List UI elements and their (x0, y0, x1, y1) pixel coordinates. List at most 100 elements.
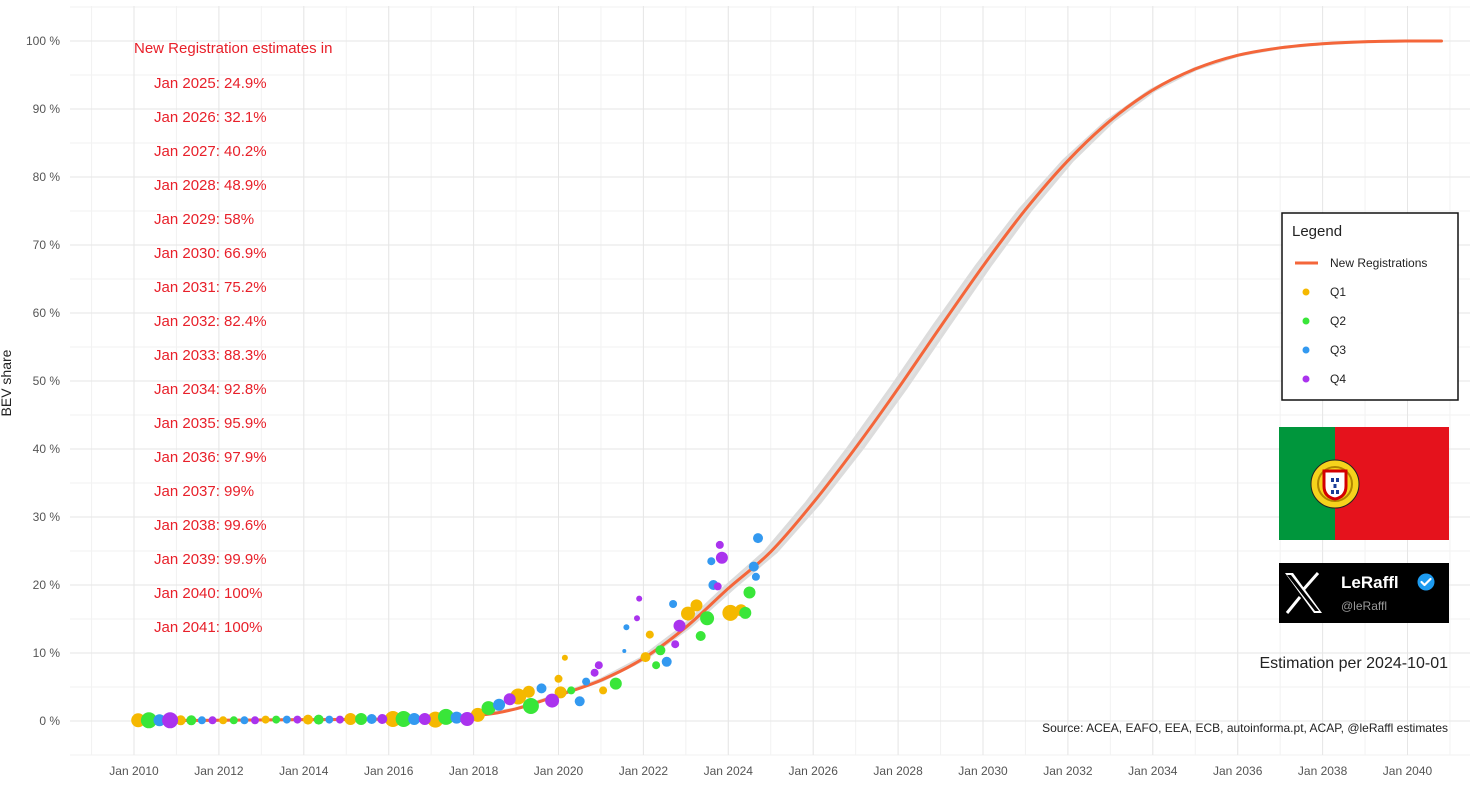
point-q2 (700, 611, 715, 626)
point-q3 (748, 561, 759, 572)
point-q3 (536, 683, 547, 694)
point-q4 (418, 713, 431, 725)
x-tick-label: Jan 2036 (1213, 764, 1263, 778)
flag-quina (1336, 478, 1339, 482)
legend-point-swatch (1302, 317, 1310, 325)
estimation-date: Estimation per 2024-10-01 (1259, 655, 1448, 672)
point-q1 (219, 716, 228, 725)
x-tick-label: Jan 2012 (194, 764, 244, 778)
legend-entry-label: Q3 (1330, 343, 1346, 357)
point-q3 (493, 698, 506, 711)
scatter-points (131, 533, 763, 729)
point-q1 (722, 604, 739, 621)
point-q3 (574, 696, 585, 707)
point-q2 (609, 677, 622, 690)
point-q4 (293, 715, 302, 724)
legend-entry-label: Q4 (1330, 372, 1346, 386)
point-q1 (681, 606, 695, 621)
point-q1 (470, 707, 485, 722)
point-q4 (713, 582, 722, 591)
point-q1 (131, 713, 146, 728)
y-tick-label: 70 % (33, 238, 61, 252)
author-badge: LeRaffl @leRaffl (1279, 563, 1449, 623)
point-q2 (739, 606, 752, 619)
y-tick-label: 60 % (33, 306, 61, 320)
y-tick-label: 100 % (26, 34, 60, 48)
x-tick-label: Jan 2022 (619, 764, 669, 778)
legend-entries: New Registrations Q1 Q2 Q3 Q4 (1295, 256, 1427, 386)
estimate-line: Jan 2040: 100% (154, 585, 262, 602)
x-tick-label: Jan 2032 (1043, 764, 1093, 778)
y-tick-label: 20 % (33, 578, 61, 592)
point-q4 (673, 619, 686, 632)
point-q3 (450, 711, 463, 724)
point-q3 (408, 713, 421, 725)
y-tick-label: 40 % (33, 442, 61, 456)
estimate-line: Jan 2041: 100% (154, 619, 262, 636)
x-tick-label: Jan 2038 (1298, 764, 1348, 778)
point-q1 (522, 685, 535, 698)
legend-entry-label: New Registrations (1330, 256, 1427, 270)
point-q3 (582, 677, 591, 686)
point-q1 (261, 715, 270, 724)
y-axis-label: BEV share (0, 349, 14, 416)
point-q3 (623, 624, 630, 631)
point-q3 (622, 649, 627, 653)
estimate-line: Jan 2031: 75.2% (154, 279, 267, 296)
y-tick-label: 10 % (33, 646, 61, 660)
point-q4 (503, 693, 516, 706)
point-q4 (545, 693, 560, 708)
estimate-line: Jan 2033: 88.3% (154, 347, 267, 364)
estimate-line: Jan 2035: 95.9% (154, 415, 267, 432)
verified-check-icon (1417, 573, 1435, 591)
estimate-line: Jan 2036: 97.9% (154, 449, 267, 466)
point-q2 (522, 698, 539, 714)
estimate-line: Jan 2027: 40.2% (154, 143, 267, 160)
point-q4 (208, 716, 217, 725)
point-q2 (272, 715, 281, 724)
x-tick-labels: Jan 2010 Jan 2012 Jan 2014 Jan 2016 Jan 2018… (109, 764, 1432, 778)
point-q3 (751, 572, 760, 581)
source-note: Source: ACEA, EAFO, EEA, ECB, autoinform… (1042, 721, 1448, 735)
point-q3 (240, 716, 249, 725)
point-q4 (460, 712, 475, 726)
estimate-line: Jan 2037: 99% (154, 483, 254, 500)
point-q1 (554, 674, 563, 683)
x-tick-label: Jan 2034 (1128, 764, 1178, 778)
badge-name: LeRaffl (1341, 573, 1399, 592)
estimate-line: Jan 2026: 32.1% (154, 109, 267, 126)
point-q4 (594, 661, 603, 670)
flag-sphere-ring (1317, 466, 1353, 502)
legend-entry-label: Q2 (1330, 314, 1346, 328)
x-tick-label: Jan 2018 (449, 764, 499, 778)
point-q2 (655, 645, 666, 656)
point-q1 (690, 599, 703, 612)
point-q3 (707, 557, 716, 566)
estimate-line: Jan 2025: 24.9% (154, 75, 267, 92)
estimates-title: New Registration estimates in (134, 40, 332, 57)
legend-point-swatch (1302, 288, 1310, 296)
x-tick-label: Jan 2010 (109, 764, 159, 778)
flag-quina (1331, 478, 1334, 482)
legend: Legend New Registrations Q1 Q2 Q3 Q4 (1281, 212, 1459, 401)
point-q1 (640, 652, 651, 663)
x-tick-label: Jan 2040 (1383, 764, 1433, 778)
x-logo-icon (1285, 572, 1322, 614)
point-q3 (669, 600, 678, 608)
point-q2 (140, 712, 157, 729)
point-q4 (671, 640, 680, 649)
legend-point-swatch (1302, 375, 1310, 383)
point-q3 (325, 715, 334, 724)
point-q4 (251, 716, 259, 725)
point-q3 (366, 714, 377, 724)
point-q1 (344, 713, 357, 725)
legend-entry-label: Q1 (1330, 285, 1346, 299)
point-q1 (554, 686, 567, 699)
point-q1 (175, 715, 186, 726)
point-q3 (197, 716, 206, 725)
badge-handle: @leRaffl (1341, 599, 1387, 613)
y-tick-labels: 0 % 10 % 20 % 30 % 40 % 50 % 60 % 70 % 80 % 90 % 1… (26, 34, 60, 728)
estimates-list: Jan 2025: 24.9% Jan 2026: 32.1% Jan 2027: … (154, 75, 267, 636)
estimate-line: Jan 2038: 99.6% (154, 517, 267, 534)
